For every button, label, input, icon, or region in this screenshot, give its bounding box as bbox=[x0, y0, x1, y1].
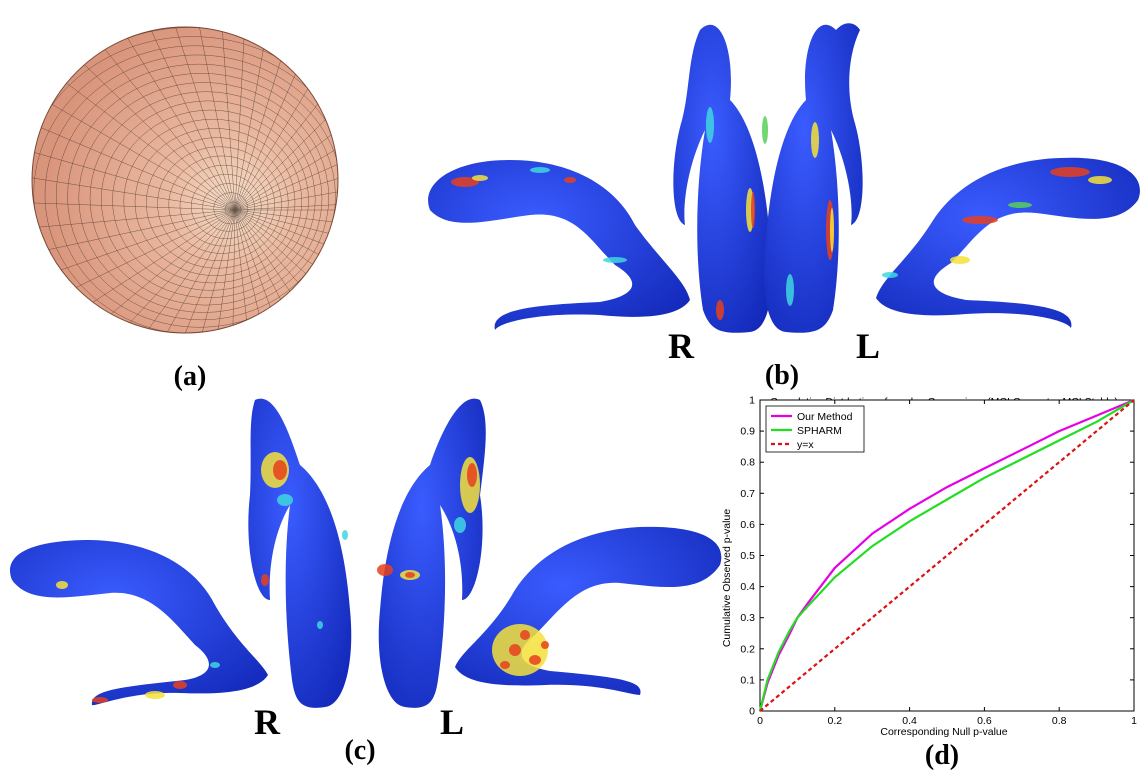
activation-spot bbox=[92, 697, 108, 703]
activation-spot bbox=[273, 460, 287, 480]
activation-spot bbox=[261, 574, 269, 586]
activation-spot bbox=[751, 192, 755, 228]
activation-spot bbox=[210, 662, 220, 668]
legend-label: Our Method bbox=[797, 411, 853, 423]
activation-spot bbox=[786, 274, 794, 306]
activation-spot bbox=[451, 177, 479, 187]
surface-left-lateral bbox=[876, 157, 1140, 328]
x-tick-label: 0.4 bbox=[902, 715, 917, 727]
activation-spot bbox=[950, 256, 970, 264]
activation-spot bbox=[530, 167, 550, 173]
y-tick-label: 0.1 bbox=[740, 674, 755, 686]
activation-spot bbox=[564, 177, 576, 183]
side-label-l: L bbox=[856, 326, 881, 366]
x-tick-label: 1 bbox=[1131, 715, 1137, 727]
y-tick-label: 1 bbox=[749, 395, 755, 407]
activation-spot bbox=[467, 463, 477, 487]
surface-c-left-medial bbox=[378, 398, 486, 708]
surface-c-right-medial bbox=[248, 398, 352, 708]
surface-left-medial bbox=[764, 23, 863, 333]
activation-spot bbox=[1008, 202, 1032, 208]
cumulative-pvalue-chart: Cumulative Distrbution of p-value Compar… bbox=[721, 395, 1137, 739]
activation-spot bbox=[762, 116, 768, 144]
activation-spot bbox=[529, 655, 541, 665]
activation-spot bbox=[277, 494, 293, 506]
activation-spot bbox=[811, 122, 819, 158]
y-tick-label: 0.5 bbox=[740, 550, 755, 562]
chart-x-axis-label: Corresponding Null p-value bbox=[880, 726, 1007, 738]
activation-spot bbox=[1088, 176, 1112, 184]
panel-a-label: (a) bbox=[173, 361, 207, 392]
panel-d-label: (d) bbox=[924, 740, 960, 771]
chart-y-axis-label: Cumulative Observed p-value bbox=[721, 509, 733, 647]
x-tick-label: 0.6 bbox=[977, 715, 992, 727]
legend-label: y=x bbox=[797, 439, 814, 451]
surface-right-medial bbox=[673, 24, 772, 333]
activation-spot bbox=[716, 300, 724, 320]
activation-spot bbox=[509, 644, 521, 656]
x-tick-label: 0.8 bbox=[1052, 715, 1067, 727]
panel-b: R L (b) bbox=[420, 10, 1148, 391]
activation-spot bbox=[500, 661, 510, 669]
surface-c-left-lateral bbox=[455, 526, 722, 695]
activation-spot bbox=[173, 681, 187, 689]
panel-c: R L (c) bbox=[0, 395, 730, 774]
activation-spot bbox=[882, 272, 898, 278]
y-tick-label: 0.9 bbox=[740, 426, 755, 438]
activation-spot bbox=[520, 630, 530, 640]
activation-spot bbox=[472, 175, 488, 181]
surface-right-lateral bbox=[428, 160, 690, 330]
activation-spot bbox=[145, 691, 165, 699]
activation-spot bbox=[454, 517, 466, 533]
surface-c-right-lateral bbox=[10, 540, 269, 706]
activation-spot bbox=[962, 216, 998, 224]
legend-label: SPHARM bbox=[797, 425, 842, 437]
activation-spot bbox=[706, 107, 714, 143]
x-tick-label: 0.2 bbox=[827, 715, 842, 727]
y-tick-label: 0.4 bbox=[740, 581, 755, 593]
y-tick-label: 0.8 bbox=[740, 457, 755, 469]
activation-spot bbox=[603, 257, 627, 263]
hippocampus-surfaces-c bbox=[10, 398, 722, 708]
panel-d: Cumulative Distrbution of p-value Compar… bbox=[716, 390, 1148, 774]
activation-spot bbox=[405, 572, 415, 578]
sphere-mesh-image bbox=[31, 26, 339, 334]
side-label-c-l: L bbox=[440, 702, 465, 742]
activation-spot bbox=[317, 621, 323, 629]
activation-spot bbox=[830, 208, 834, 252]
panel-c-label: (c) bbox=[344, 735, 376, 766]
series-line-our-method bbox=[758, 398, 1135, 712]
hippocampus-surfaces-b bbox=[428, 23, 1140, 333]
y-tick-label: 0.2 bbox=[740, 643, 755, 655]
series-line-spharm bbox=[758, 399, 1135, 712]
activation-spot bbox=[342, 530, 348, 540]
x-tick-label: 0 bbox=[757, 715, 763, 727]
activation-spot bbox=[1050, 167, 1090, 177]
y-tick-label: 0.7 bbox=[740, 488, 755, 500]
y-tick-label: 0.6 bbox=[740, 519, 755, 531]
side-label-c-r: R bbox=[254, 702, 280, 742]
side-label-r: R bbox=[668, 326, 694, 366]
panel-b-label: (b) bbox=[764, 360, 800, 391]
activation-spot bbox=[377, 564, 393, 576]
activation-spot bbox=[541, 641, 549, 649]
y-tick-label: 0 bbox=[749, 706, 755, 718]
activation-spot bbox=[56, 581, 68, 589]
panel-a: (a) bbox=[30, 5, 350, 392]
y-tick-label: 0.3 bbox=[740, 612, 755, 624]
